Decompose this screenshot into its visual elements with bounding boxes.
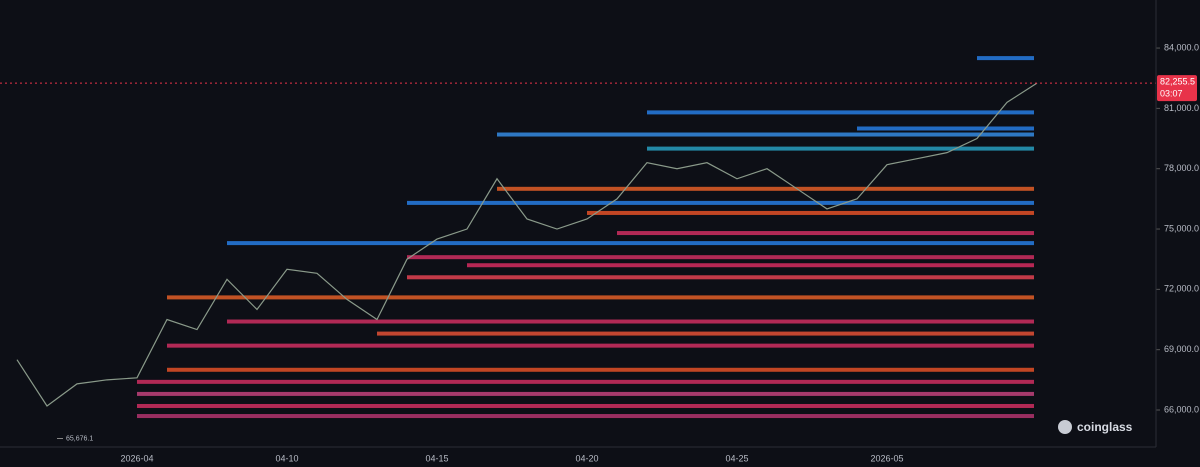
watermark: coinglass (1058, 420, 1133, 434)
x-tick-label: 04-20 (575, 453, 598, 463)
y-tick-label: 78,000.0 (1164, 163, 1199, 173)
y-tick-label: 75,000.0 (1164, 223, 1199, 233)
liquidation-level (137, 379, 1034, 384)
last-price-box (1157, 75, 1197, 102)
liquidation-level (647, 146, 1034, 151)
liquidation-level (137, 391, 1034, 396)
liquidation-level (617, 231, 1034, 236)
x-tick-label: 04-25 (725, 453, 748, 463)
liquidation-level (857, 126, 1034, 131)
liquidation-level (227, 241, 1034, 246)
y-tick-label: 66,000.0 (1164, 404, 1199, 414)
liquidation-level (167, 343, 1034, 348)
liquidation-level (377, 331, 1034, 336)
x-tick-label: 2026-04 (120, 453, 153, 463)
y-tick-label: 81,000.0 (1164, 103, 1199, 113)
x-tick-label: 2026-05 (870, 453, 903, 463)
x-tick-label: 04-10 (275, 453, 298, 463)
watermark-text: coinglass (1077, 420, 1133, 434)
price-line (16, 82, 1038, 407)
y-tick-label: 69,000.0 (1164, 344, 1199, 354)
liquidation-level (137, 403, 1034, 408)
last-price-label: 82,255.5 (1160, 77, 1195, 87)
liquidation-level (647, 110, 1034, 115)
x-tick-label: 04-15 (425, 453, 448, 463)
liquidation-level (167, 367, 1034, 372)
countdown-label: 03:07 (1160, 89, 1183, 99)
liquidation-level (407, 255, 1034, 260)
liquidation-level (587, 210, 1034, 215)
liquidation-level (977, 56, 1034, 61)
liquidation-level (467, 263, 1034, 268)
liquidation-level (137, 414, 1034, 419)
liquidation-level (497, 186, 1034, 191)
y-tick-label: 84,000.0 (1164, 42, 1199, 52)
liquidation-level (167, 295, 1034, 300)
liquidation-level (407, 200, 1034, 205)
y-tick-label: 72,000.0 (1164, 284, 1199, 294)
watermark-icon (1058, 420, 1072, 434)
liquidation-level (497, 132, 1034, 137)
liquidation-level (407, 275, 1034, 280)
low-label: 65,676.1 (66, 435, 93, 442)
liquidation-level (227, 319, 1034, 324)
